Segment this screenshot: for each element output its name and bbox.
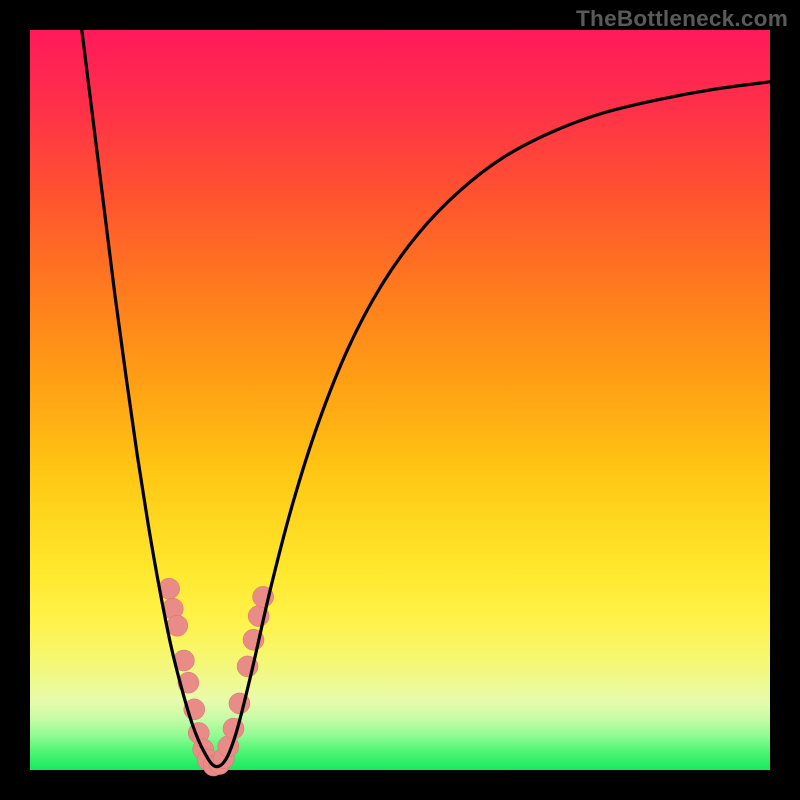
chart-container: TheBottleneck.com	[0, 0, 800, 800]
data-marker	[167, 615, 188, 636]
watermark-text: TheBottleneck.com	[576, 6, 788, 32]
marker-group	[159, 578, 274, 776]
plot-area	[30, 30, 770, 770]
curve-layer	[30, 30, 770, 770]
